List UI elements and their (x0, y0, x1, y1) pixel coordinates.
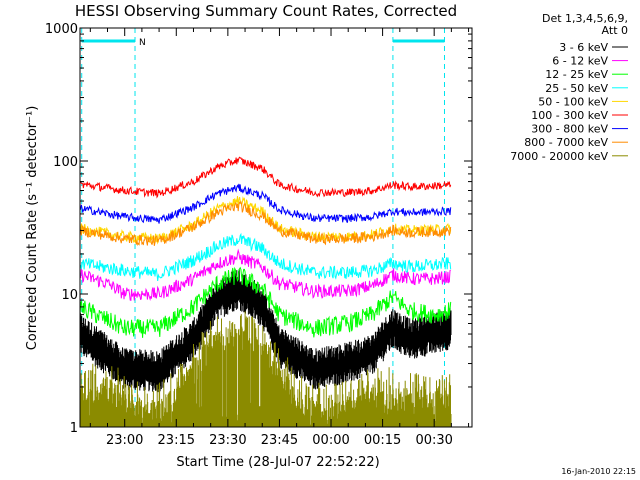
series-line (79, 232, 452, 281)
legend-entry-label: 50 - 100 keV (538, 95, 608, 108)
y-tick-label: 1000 (45, 22, 78, 37)
night-label: N (139, 38, 146, 48)
series-line (79, 200, 452, 247)
generation-timestamp: 16-Jan-2010 22:15 (561, 467, 636, 476)
series-lines (79, 156, 452, 427)
legend-header: Att 0 (602, 24, 628, 37)
legend-entry-label: 100 - 300 keV (531, 109, 608, 122)
axes: 23:00 23:15 23:30 23:45 00:00 00:15 00:30 1 10 10… (45, 22, 472, 448)
x-tick-label: 00:15 (364, 433, 401, 448)
legend-entry-label: 3 - 6 keV (559, 41, 608, 54)
y-axis-label: Corrected Count Rate (s⁻¹ detector⁻¹) (25, 106, 40, 351)
x-tick-label: 23:45 (261, 433, 298, 448)
x-tick-label: 00:30 (415, 433, 452, 448)
y-tick-label: 1 (70, 421, 78, 436)
x-tick-label: 00:00 (312, 433, 349, 448)
x-axis-label: Start Time (28-Jul-07 22:52:22) (176, 455, 379, 470)
series-line (79, 266, 452, 338)
legend-entry-label: 800 - 7000 keV (524, 136, 608, 149)
legend-header: Det 1,3,4,5,6,9, (542, 12, 628, 25)
series-line (79, 183, 452, 224)
y-tick-label: 10 (61, 288, 78, 303)
y-tick-label: 100 (53, 155, 78, 170)
plot-frame (79, 27, 473, 428)
legend-entry-label: 300 - 800 keV (531, 123, 608, 136)
legend-entry-label: 12 - 25 keV (545, 68, 608, 81)
legend-entry-label: 6 - 12 keV (552, 55, 608, 68)
x-tick-label: 23:00 (106, 433, 143, 448)
chart-title: HESSI Observing Summary Count Rates, Cor… (75, 2, 457, 20)
x-tick-label: 23:30 (209, 433, 246, 448)
legend-entry-label: 25 - 50 keV (545, 82, 608, 95)
x-tick-label: 23:15 (158, 433, 195, 448)
series-line (79, 156, 452, 199)
series-line (79, 248, 451, 302)
legend-entry-label: 7000 - 20000 keV (510, 150, 608, 163)
